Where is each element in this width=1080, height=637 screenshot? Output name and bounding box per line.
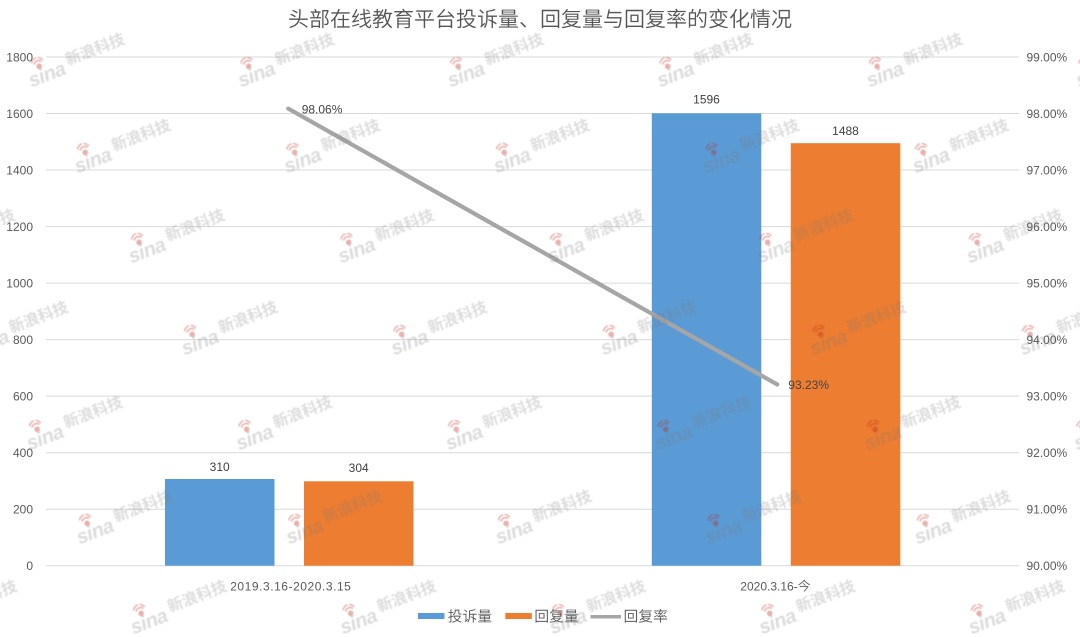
svg-text:1000: 1000 <box>6 276 33 290</box>
svg-text:96.00%: 96.00% <box>1027 220 1068 234</box>
svg-text:1400: 1400 <box>6 163 33 177</box>
svg-text:200: 200 <box>13 503 33 517</box>
svg-text:93.23%: 93.23% <box>788 378 829 392</box>
svg-text:97.00%: 97.00% <box>1027 163 1068 177</box>
svg-text:90.00%: 90.00% <box>1027 559 1068 573</box>
svg-text:94.00%: 94.00% <box>1027 333 1068 347</box>
svg-text:98.00%: 98.00% <box>1027 107 1068 121</box>
svg-text:400: 400 <box>13 446 33 460</box>
svg-text:98.06%: 98.06% <box>302 103 343 117</box>
svg-text:92.00%: 92.00% <box>1027 446 1068 460</box>
svg-text:0: 0 <box>26 559 33 573</box>
svg-text:2020.3.16-: 2020.3.16- <box>740 580 797 594</box>
svg-text:304: 304 <box>349 461 369 475</box>
svg-text:1200: 1200 <box>6 220 33 234</box>
svg-text:2019.3.16-2020.3.15: 2019.3.16-2020.3.15 <box>230 580 351 594</box>
svg-text:91.00%: 91.00% <box>1027 503 1068 517</box>
svg-text:1488: 1488 <box>832 124 859 138</box>
svg-text:1800: 1800 <box>6 50 33 64</box>
svg-text:600: 600 <box>13 389 33 403</box>
svg-text:1600: 1600 <box>6 107 33 121</box>
svg-text:1596: 1596 <box>693 93 720 107</box>
svg-text:99.00%: 99.00% <box>1027 50 1068 64</box>
svg-text:93.00%: 93.00% <box>1027 389 1068 403</box>
svg-text:95.00%: 95.00% <box>1027 276 1068 290</box>
svg-text:310: 310 <box>210 460 230 474</box>
svg-text:800: 800 <box>13 333 33 347</box>
